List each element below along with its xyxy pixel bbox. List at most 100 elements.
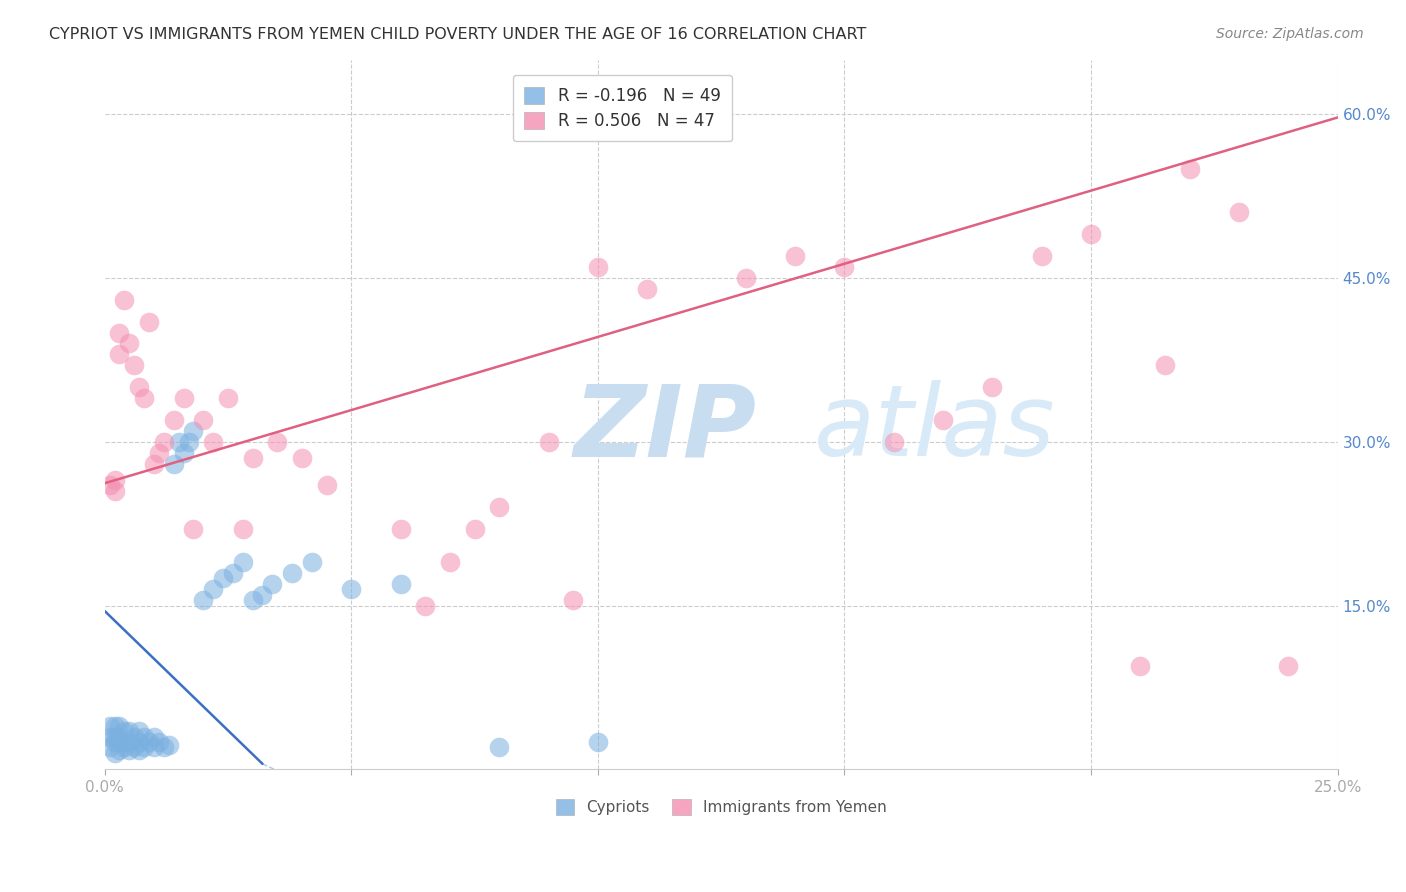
Point — [217, 391, 239, 405]
Point — [488, 500, 510, 515]
Text: ZIP: ZIP — [574, 380, 756, 477]
Point — [242, 451, 264, 466]
Point — [464, 522, 486, 536]
Point — [281, 566, 304, 580]
Point — [163, 413, 186, 427]
Point — [112, 735, 135, 749]
Point — [128, 724, 150, 739]
Point — [202, 434, 225, 449]
Point — [1227, 205, 1250, 219]
Point — [242, 593, 264, 607]
Point — [103, 473, 125, 487]
Legend: Cypriots, Immigrants from Yemen: Cypriots, Immigrants from Yemen — [546, 789, 897, 825]
Point — [118, 724, 141, 739]
Point — [118, 336, 141, 351]
Point — [112, 740, 135, 755]
Point — [134, 740, 156, 755]
Point — [1031, 249, 1053, 263]
Point — [108, 730, 131, 744]
Point — [134, 391, 156, 405]
Point — [183, 522, 205, 536]
Point — [734, 271, 756, 285]
Point — [413, 599, 436, 613]
Point — [112, 724, 135, 739]
Point — [981, 380, 1004, 394]
Point — [1178, 161, 1201, 176]
Point — [122, 730, 145, 744]
Point — [103, 746, 125, 760]
Point — [103, 730, 125, 744]
Point — [1080, 227, 1102, 242]
Point — [212, 571, 235, 585]
Point — [173, 445, 195, 459]
Point — [98, 718, 121, 732]
Point — [1277, 658, 1299, 673]
Point — [932, 413, 955, 427]
Point — [148, 735, 170, 749]
Point — [128, 742, 150, 756]
Point — [222, 566, 245, 580]
Point — [173, 391, 195, 405]
Point — [128, 380, 150, 394]
Point — [143, 740, 166, 755]
Point — [103, 483, 125, 498]
Point — [118, 742, 141, 756]
Point — [167, 434, 190, 449]
Point — [138, 735, 160, 749]
Point — [537, 434, 560, 449]
Point — [488, 740, 510, 755]
Point — [122, 740, 145, 755]
Point — [291, 451, 314, 466]
Point — [103, 735, 125, 749]
Point — [389, 576, 412, 591]
Point — [118, 735, 141, 749]
Point — [177, 434, 200, 449]
Point — [301, 555, 323, 569]
Point — [439, 555, 461, 569]
Point — [108, 742, 131, 756]
Point — [163, 457, 186, 471]
Point — [108, 347, 131, 361]
Point — [153, 434, 176, 449]
Point — [1154, 359, 1177, 373]
Point — [128, 735, 150, 749]
Point — [562, 593, 585, 607]
Point — [315, 478, 337, 492]
Point — [134, 730, 156, 744]
Point — [108, 326, 131, 340]
Point — [98, 730, 121, 744]
Point — [98, 478, 121, 492]
Point — [266, 434, 288, 449]
Point — [108, 735, 131, 749]
Point — [340, 582, 363, 596]
Point — [586, 735, 609, 749]
Point — [103, 718, 125, 732]
Point — [138, 315, 160, 329]
Point — [232, 555, 254, 569]
Point — [252, 588, 274, 602]
Point — [262, 576, 284, 591]
Point — [143, 730, 166, 744]
Point — [122, 359, 145, 373]
Point — [98, 740, 121, 755]
Text: Source: ZipAtlas.com: Source: ZipAtlas.com — [1216, 27, 1364, 41]
Point — [157, 739, 180, 753]
Point — [785, 249, 807, 263]
Point — [143, 457, 166, 471]
Point — [148, 445, 170, 459]
Point — [834, 260, 856, 274]
Point — [1129, 658, 1152, 673]
Point — [193, 413, 215, 427]
Point — [153, 740, 176, 755]
Point — [193, 593, 215, 607]
Point — [183, 424, 205, 438]
Point — [232, 522, 254, 536]
Text: atlas: atlas — [814, 380, 1056, 477]
Point — [636, 282, 658, 296]
Point — [202, 582, 225, 596]
Point — [883, 434, 905, 449]
Point — [108, 718, 131, 732]
Point — [112, 293, 135, 307]
Text: CYPRIOT VS IMMIGRANTS FROM YEMEN CHILD POVERTY UNDER THE AGE OF 16 CORRELATION C: CYPRIOT VS IMMIGRANTS FROM YEMEN CHILD P… — [49, 27, 866, 42]
Point — [389, 522, 412, 536]
